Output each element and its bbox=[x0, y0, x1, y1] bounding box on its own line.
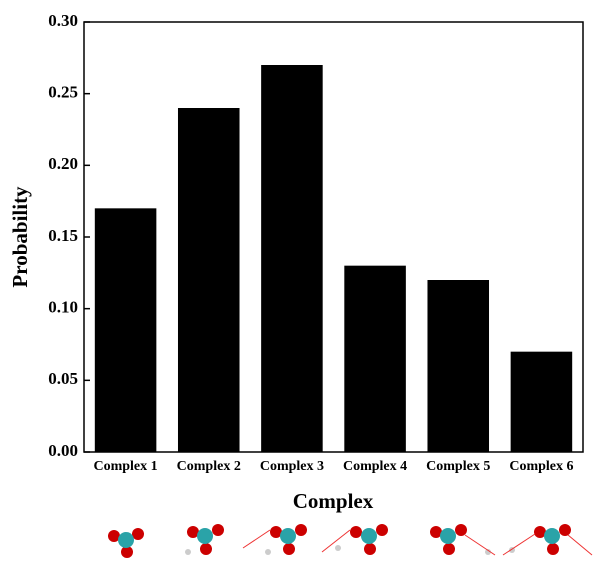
x-tick-label: Complex 5 bbox=[426, 459, 490, 474]
y-tick-label: 0.10 bbox=[48, 298, 78, 317]
y-tick-label: 0.20 bbox=[48, 154, 78, 173]
y-tick-label: 0.05 bbox=[48, 369, 78, 388]
x-tick-label: Complex 6 bbox=[509, 459, 573, 474]
bar bbox=[178, 108, 240, 452]
bar bbox=[511, 352, 573, 452]
x-axis-label: Complex bbox=[293, 489, 374, 513]
bar bbox=[261, 65, 323, 452]
plot-frame bbox=[84, 22, 583, 452]
molecule bbox=[185, 524, 224, 555]
chart: Probability Complex 0.00 0.05 0.10 0.15 0.20… bbox=[0, 0, 596, 561]
molecule bbox=[503, 524, 592, 555]
bar bbox=[95, 208, 157, 452]
x-tick-label: Complex 2 bbox=[177, 459, 241, 474]
y-tick-label: 0.25 bbox=[48, 83, 78, 102]
molecule bbox=[322, 524, 388, 555]
molecule-illustrations bbox=[108, 524, 592, 558]
x-tick-label: Complex 3 bbox=[260, 459, 324, 474]
y-axis-label: Probability bbox=[8, 186, 32, 288]
bar bbox=[344, 266, 406, 452]
x-tick-label: Complex 4 bbox=[343, 459, 407, 474]
y-tick-label: 0.30 bbox=[48, 11, 78, 30]
y-tick-label: 0.00 bbox=[48, 441, 78, 460]
molecule bbox=[243, 524, 307, 555]
molecule bbox=[430, 524, 495, 555]
y-tick-label: 0.15 bbox=[48, 226, 78, 245]
bar bbox=[427, 280, 489, 452]
molecule bbox=[108, 528, 144, 558]
x-tick-label: Complex 1 bbox=[93, 459, 157, 474]
